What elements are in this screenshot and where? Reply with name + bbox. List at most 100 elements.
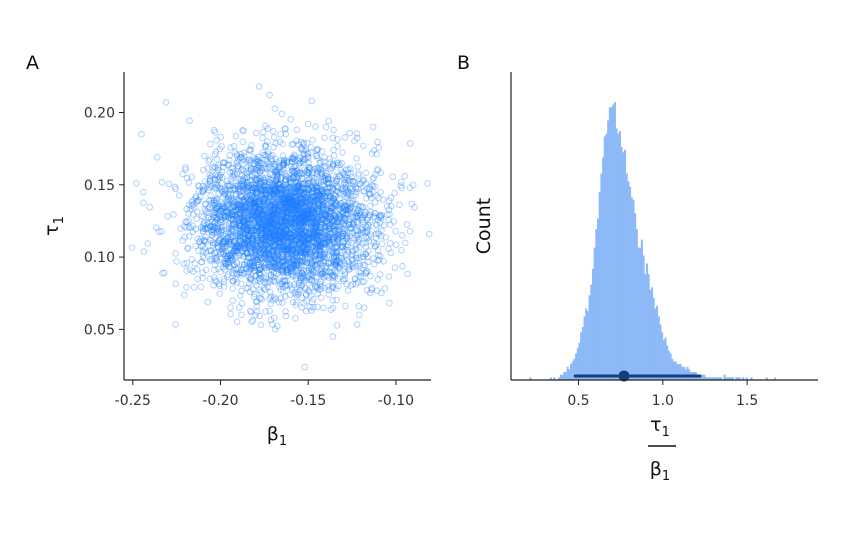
- scatter-point: [240, 233, 247, 240]
- scatter-point: [273, 168, 280, 176]
- scatter-point: [234, 165, 242, 172]
- scatter-point: [253, 298, 261, 306]
- scatter-point: [295, 240, 303, 248]
- scatter-point: [362, 233, 370, 241]
- scatter-point: [304, 209, 311, 217]
- scatter-point: [278, 223, 285, 230]
- scatter-point: [284, 246, 292, 253]
- scatter-point: [317, 240, 325, 247]
- scatter-point: [291, 185, 298, 192]
- scatter-point: [228, 225, 235, 233]
- scatter-point: [309, 276, 316, 284]
- scatter-point: [298, 237, 305, 245]
- scatter-point: [236, 222, 244, 230]
- scatter-point: [281, 278, 288, 285]
- scatter-point: [303, 205, 311, 213]
- scatter-point: [317, 228, 324, 236]
- scatter-point: [182, 218, 189, 226]
- scatter-point: [254, 246, 261, 254]
- scatter-point: [240, 180, 248, 188]
- scatter-point: [214, 203, 221, 210]
- scatter-point: [334, 249, 341, 257]
- scatter-point: [288, 206, 296, 213]
- scatter-point: [273, 176, 281, 184]
- scatter-point: [344, 248, 352, 256]
- scatter-point: [347, 224, 355, 231]
- scatter-point: [269, 296, 277, 304]
- scatter-point: [288, 235, 296, 242]
- scatter-point: [288, 246, 295, 254]
- scatter-point: [244, 239, 252, 247]
- scatter-point: [194, 235, 202, 243]
- scatter-point: [262, 189, 269, 197]
- scatter-point: [232, 203, 239, 211]
- scatter-point: [256, 219, 263, 226]
- scatter-point: [307, 208, 314, 216]
- scatter-point: [254, 277, 262, 284]
- scatter-point: [292, 197, 300, 205]
- scatter-point: [277, 229, 285, 237]
- scatter-point: [392, 227, 400, 235]
- scatter-point: [251, 241, 259, 248]
- scatter-point: [250, 205, 258, 212]
- scatter-point: [265, 213, 273, 221]
- scatter-point: [288, 286, 296, 293]
- scatter-point: [333, 322, 341, 329]
- scatter-point: [389, 173, 397, 181]
- scatter-point: [199, 248, 206, 255]
- scatter-point: [330, 126, 337, 134]
- scatter-point: [370, 147, 378, 154]
- scatter-point: [266, 223, 274, 230]
- scatter-point: [204, 165, 212, 172]
- scatter-point: [288, 218, 296, 226]
- scatter-point: [276, 224, 283, 232]
- scatter-point: [330, 146, 337, 154]
- scatter-point: [229, 211, 237, 218]
- scatter-point: [296, 199, 303, 207]
- scatter-point: [341, 201, 349, 209]
- scatter-point: [271, 206, 278, 214]
- scatter-point: [280, 258, 288, 266]
- scatter-point: [243, 225, 250, 233]
- scatter-point: [243, 159, 250, 166]
- scatter-point: [241, 197, 249, 205]
- scatter-point: [206, 275, 213, 283]
- scatter-point: [371, 199, 379, 206]
- scatter-point: [378, 215, 385, 222]
- scatter-point: [235, 201, 243, 209]
- scatter-point: [236, 222, 244, 230]
- scatter-point: [287, 270, 295, 278]
- scatter-point: [245, 231, 253, 239]
- scatter-point: [251, 254, 259, 262]
- scatter-point: [292, 189, 299, 196]
- scatter-point: [294, 213, 302, 220]
- scatter-point: [232, 179, 240, 187]
- scatter-point: [240, 203, 248, 211]
- scatter-point: [236, 185, 243, 193]
- scatter-point: [210, 127, 218, 134]
- scatter-point: [261, 235, 268, 242]
- scatter-point: [205, 184, 213, 191]
- scatter-point: [301, 210, 308, 217]
- scatter-point: [276, 208, 283, 216]
- scatter-point: [256, 194, 264, 201]
- scatter-point: [330, 211, 337, 219]
- scatter-point: [302, 277, 310, 284]
- scatter-point: [237, 221, 245, 229]
- scatter-point: [301, 229, 308, 236]
- scatter-point: [295, 170, 302, 177]
- scatter-point: [212, 148, 220, 156]
- scatter-point: [307, 208, 314, 216]
- scatter-point: [298, 175, 306, 183]
- scatter-point: [287, 198, 295, 206]
- scatter-point: [319, 201, 327, 208]
- scatter-point: [378, 227, 385, 234]
- scatter-point: [281, 244, 288, 251]
- scatter-point: [298, 146, 306, 154]
- scatter-point: [297, 243, 304, 250]
- scatter-point: [226, 252, 233, 259]
- scatter-point: [329, 217, 336, 224]
- scatter-point: [246, 266, 254, 273]
- scatter-point: [325, 238, 333, 245]
- scatter-point: [285, 184, 292, 191]
